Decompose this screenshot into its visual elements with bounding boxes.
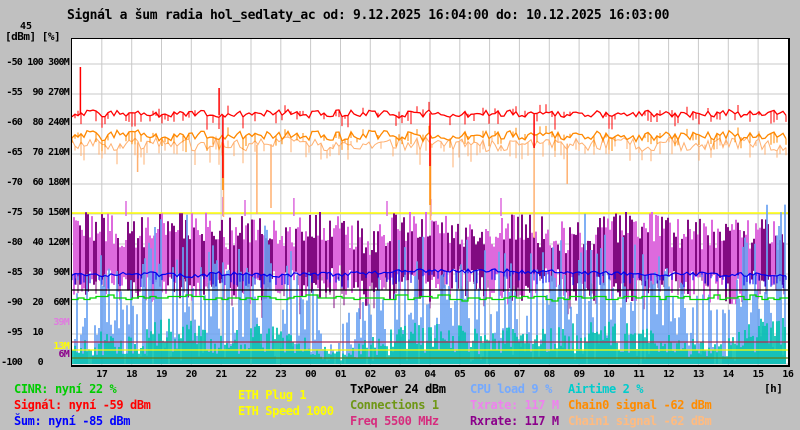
y-axis-unit-label: [dBm] [%] xyxy=(5,30,61,43)
hour-label: 22 xyxy=(245,369,257,380)
legend-item: Signál: nyní -59 dBm xyxy=(14,398,151,412)
y-axis-row: -85 30 90M xyxy=(1,267,69,278)
legend-item: ETH Speed 1000 xyxy=(238,404,334,418)
hour-label: 10 xyxy=(603,369,615,380)
y-axis-row: -70 60 180M xyxy=(1,177,69,188)
legend-item: CPU load 9 % xyxy=(470,382,552,396)
hour-label: 21 xyxy=(215,369,228,380)
legend-column-2: ETH Plug 1 ETH Speed 1000 xyxy=(238,387,334,419)
hour-label: 06 xyxy=(484,369,496,380)
legend-column-1: CINR: nyní 22 % Signál: nyní -59 dBm Šum: … xyxy=(14,381,151,429)
hour-label: 11 xyxy=(633,369,645,380)
hour-label: 20 xyxy=(185,369,198,380)
hour-label: 19 xyxy=(155,369,168,380)
legend-column-4: CPU load 9 % Txrate: 117 M Rxrate: 117 M xyxy=(470,381,559,429)
hour-label: 07 xyxy=(513,369,526,380)
legend-item: Rxrate: 117 M xyxy=(470,414,559,428)
hour-label: 23 xyxy=(275,369,287,380)
hour-label: 09 xyxy=(573,369,586,380)
hour-label: 18 xyxy=(126,369,138,380)
x-axis-unit-label: [h] xyxy=(764,382,783,395)
y-axis-annotation: 13M xyxy=(53,341,69,352)
plot-area xyxy=(71,38,790,367)
hour-label: 02 xyxy=(364,369,377,380)
legend-item: ETH Plug 1 xyxy=(238,388,307,402)
y-axis-annotation: 39M xyxy=(53,317,69,328)
hour-label: 16 xyxy=(782,369,794,380)
chain0-signal-spikes xyxy=(222,137,431,205)
legend-column-5: Airtime 2 % Chain0 signal -62 dBm Chain1 s… xyxy=(568,381,712,429)
legend-item: Šum: nyní -85 dBm xyxy=(14,414,131,428)
y-axis-top-tick: 45 xyxy=(20,21,33,32)
signal-spikes xyxy=(79,67,535,178)
signal-line xyxy=(72,108,787,119)
y-axis-row: -65 70 210M xyxy=(1,147,69,158)
y-axis-row: -80 40 120M xyxy=(1,237,69,248)
signal-ticks xyxy=(74,101,787,130)
legend-item: Chain0 signal -62 dBm xyxy=(568,398,712,412)
legend-item: Txrate: 117 M xyxy=(470,398,559,412)
cinr-line xyxy=(72,294,788,302)
txrate-bars xyxy=(73,212,779,305)
legend-item: TxPower 24 dBm xyxy=(350,382,446,396)
legend-item: CINR: nyní 22 % xyxy=(14,382,117,396)
y-axis-row: -75 50 150M xyxy=(1,207,69,218)
noise-ticks xyxy=(72,268,787,289)
chain1-signal-ticks xyxy=(74,131,787,168)
hour-label: 14 xyxy=(722,369,735,380)
hour-label: 00 xyxy=(305,369,317,380)
legend-item: Freq 5500 MHz xyxy=(350,414,439,428)
chart-canvas xyxy=(72,39,788,365)
y-axis-row: -95 10 xyxy=(1,327,69,338)
chain0-signal-ticks xyxy=(72,125,787,153)
hour-label: 12 xyxy=(663,369,675,380)
hour-label: 08 xyxy=(543,369,556,380)
chain1-signal-line xyxy=(72,135,787,153)
y-axis-row: -100 0 xyxy=(1,357,69,368)
legend-item: Airtime 2 % xyxy=(568,382,644,396)
hour-label: 05 xyxy=(454,369,466,380)
y-axis-row: -60 80 240M xyxy=(1,117,69,128)
y-axis-row: -90 20 60M xyxy=(1,297,69,308)
chart-title: Signál a šum radia hol_sedlaty_ac od: 9.… xyxy=(67,8,670,23)
y-axis-annotation: 6M xyxy=(58,349,70,360)
rxrate-bars xyxy=(79,212,785,306)
hour-label: 17 xyxy=(96,369,108,380)
hour-label: 15 xyxy=(752,369,765,380)
hour-label: 13 xyxy=(692,369,705,380)
legend-item: Chain1 signal -62 dBm xyxy=(568,414,712,428)
y-axis-row: -50 100 300M xyxy=(1,57,69,68)
hour-label: 03 xyxy=(394,369,407,380)
y-axis-row: -55 90 270M xyxy=(1,87,69,98)
hour-label: 01 xyxy=(334,369,347,380)
legend-item: Connections 1 xyxy=(350,398,439,412)
hour-label: 04 xyxy=(424,369,436,380)
legend-column-3: TxPower 24 dBm Connections 1 Freq 5500 MHz xyxy=(350,381,446,429)
